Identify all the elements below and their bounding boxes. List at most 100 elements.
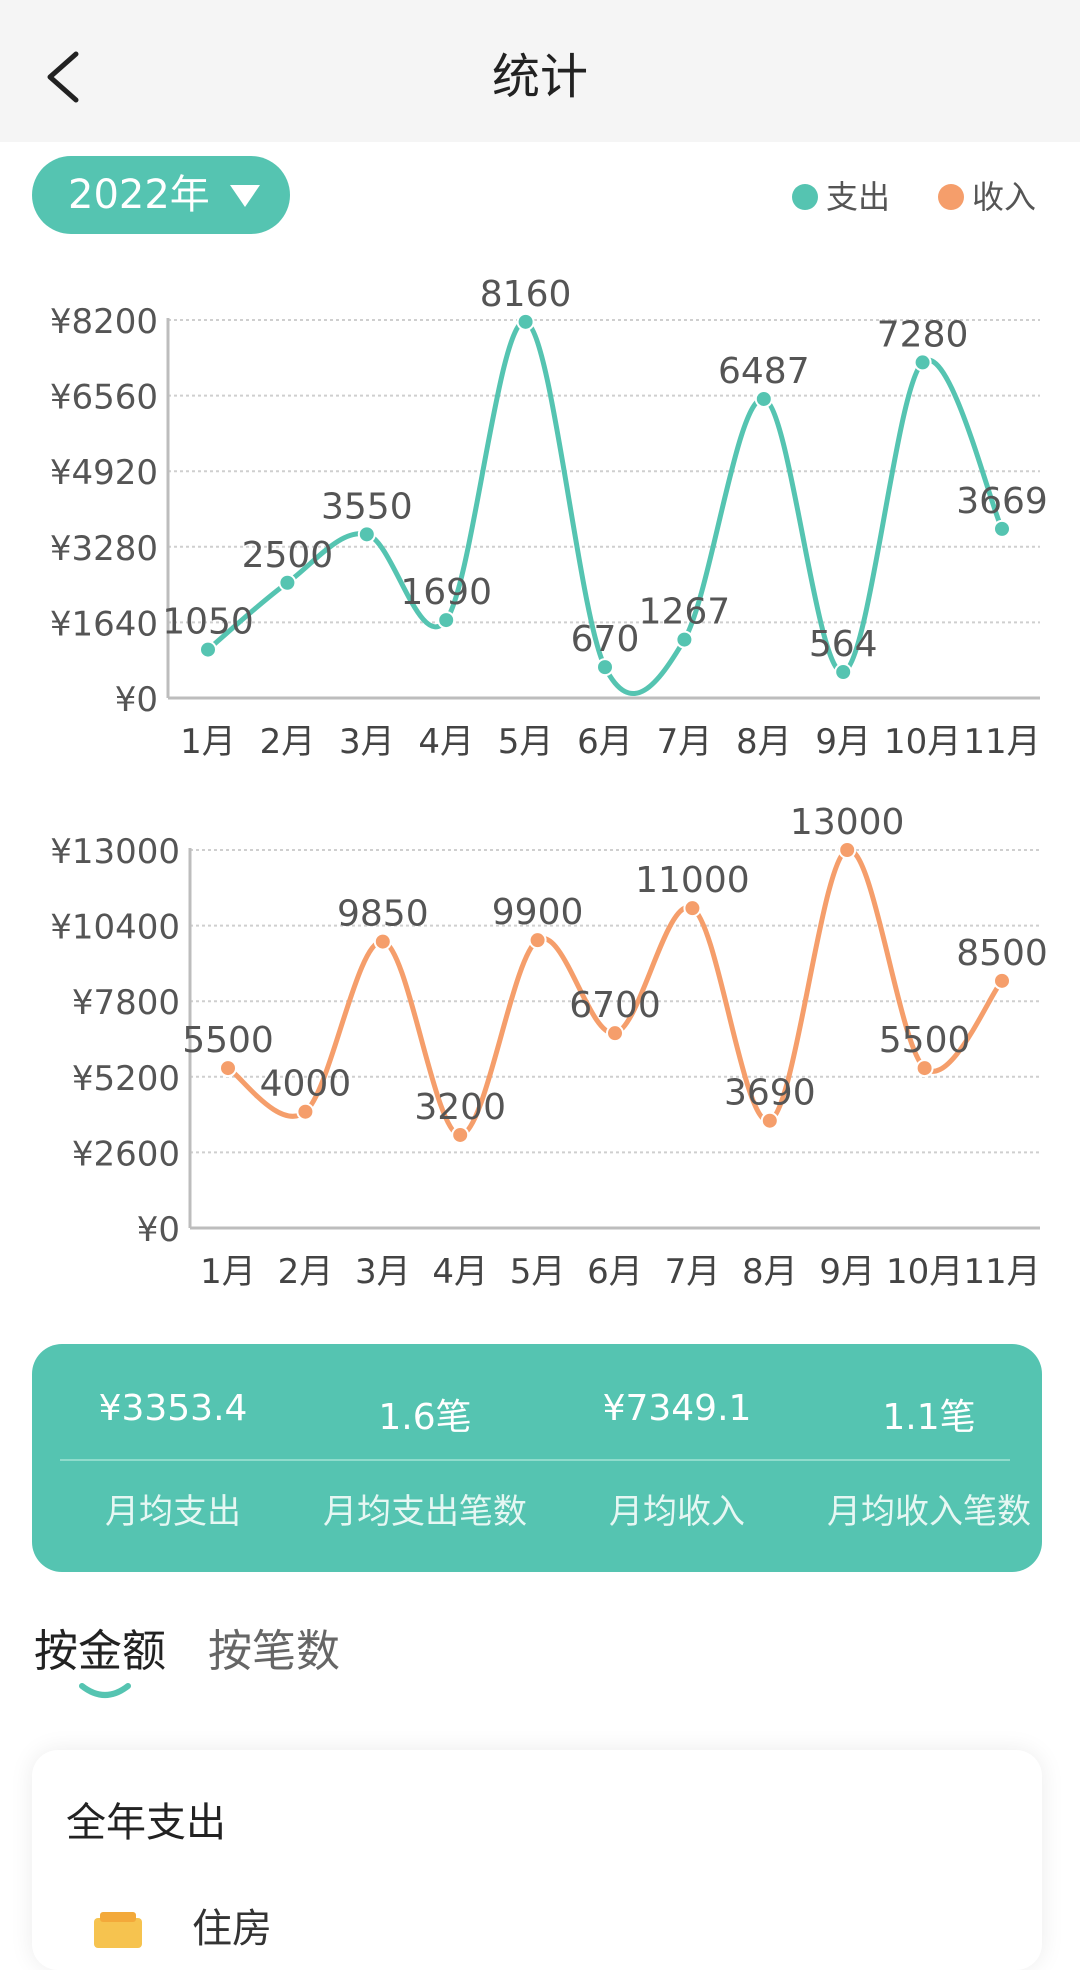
x-tick-label: 4月 <box>432 1252 488 1292</box>
legend-dot-expense <box>792 184 818 210</box>
data-label: 9900 <box>492 892 584 933</box>
x-tick-label: 9月 <box>815 722 871 762</box>
legend-item-expense: 支出 <box>792 172 902 222</box>
x-tick-label: 3月 <box>355 1252 411 1292</box>
avg-expense-value: ¥3353.4 <box>98 1388 248 1429</box>
income-chart-svg: ¥0 ¥2600 ¥5200 ¥7800 ¥10400 ¥13000 1月 2月 3月 4月 5月 6… <box>50 802 1048 1292</box>
data-label: 1690 <box>400 572 492 613</box>
back-button[interactable] <box>38 44 94 110</box>
y-tick-label: ¥10400 <box>50 908 180 948</box>
data-point[interactable] <box>993 971 1011 990</box>
data-point[interactable] <box>993 519 1011 538</box>
x-tick-label: 8月 <box>742 1252 798 1292</box>
data-label: 3690 <box>724 1073 816 1114</box>
x-tick-label: 5月 <box>498 722 554 762</box>
data-label: 6700 <box>569 985 661 1026</box>
data-label: 1267 <box>639 592 731 633</box>
x-tick-label: 7月 <box>665 1252 721 1292</box>
data-label: 3200 <box>414 1087 506 1128</box>
data-point[interactable] <box>675 630 694 649</box>
y-tick-label: ¥13000 <box>50 832 180 872</box>
x-tick-label: 6月 <box>577 722 633 762</box>
x-tick-label: 10月 <box>884 722 961 762</box>
data-point[interactable] <box>760 1111 779 1130</box>
y-tick-label: ¥3280 <box>50 529 158 569</box>
annual-expense-card: 全年支出 住房 <box>32 1750 1042 1970</box>
avg-income-count-label: 月均收入笔数 <box>827 1492 1031 1532</box>
x-tick-label: 10月 <box>886 1252 963 1292</box>
page-title: 统计 <box>491 49 588 105</box>
tab-active-indicator <box>79 1683 131 1698</box>
data-point[interactable] <box>754 389 773 408</box>
y-tick-label: ¥8200 <box>50 302 158 342</box>
x-tick-label: 5月 <box>510 1252 566 1292</box>
year-selector[interactable]: 2022年 <box>32 156 290 234</box>
data-label: 8500 <box>956 933 1048 974</box>
data-point[interactable] <box>296 1102 315 1121</box>
data-point[interactable] <box>373 932 392 951</box>
data-label: 5500 <box>182 1020 274 1061</box>
avg-income-count-value: 1.1笔 <box>882 1397 976 1438</box>
legend-label-income: 收入 <box>972 178 1037 216</box>
data-point[interactable] <box>199 640 217 659</box>
stats-divider <box>60 1459 1010 1461</box>
header: 统计 <box>0 0 1080 142</box>
year-label: 2022年 <box>68 172 210 218</box>
caret-down-icon <box>230 185 260 207</box>
tab-by-amount[interactable]: 按金额 <box>34 1626 166 1677</box>
data-point[interactable] <box>838 841 857 859</box>
avg-expense-label: 月均支出 <box>105 1492 241 1532</box>
data-label: 564 <box>809 624 878 665</box>
data-point[interactable] <box>915 1059 934 1078</box>
y-tick-label: ¥6560 <box>50 378 158 418</box>
y-tick-label: ¥2600 <box>72 1134 180 1174</box>
x-tick-label: 11月 <box>963 1252 1040 1292</box>
tab-by-count[interactable]: 按笔数 <box>208 1626 340 1677</box>
data-label: 670 <box>571 619 640 660</box>
data-label: 6487 <box>718 351 810 392</box>
annual-expense-title: 全年支出 <box>66 1800 226 1846</box>
x-tick-label: 6月 <box>587 1252 643 1292</box>
y-tick-label: ¥0 <box>137 1210 180 1250</box>
data-point[interactable] <box>516 312 535 331</box>
house-icon <box>94 1912 142 1948</box>
data-label: 2500 <box>242 535 334 576</box>
data-point[interactable] <box>683 899 702 918</box>
x-tick-label: 2月 <box>278 1252 334 1292</box>
x-tick-label: 8月 <box>736 722 792 762</box>
data-label: 13000 <box>790 802 905 843</box>
data-point[interactable] <box>357 525 376 544</box>
data-label: 3550 <box>321 486 413 527</box>
income-chart: ¥0 ¥2600 ¥5200 ¥7800 ¥10400 ¥13000 1月 2月 3月 4月 5月 6… <box>0 800 1080 1300</box>
avg-income-value: ¥7349.1 <box>602 1388 752 1429</box>
x-tick-label: 1月 <box>200 1252 256 1292</box>
legend-label-expense: 支出 <box>826 178 891 216</box>
expense-chart-svg: ¥0 ¥1640 ¥3280 ¥4920 ¥6560 ¥8200 1月 2月 3月 4月 5月 6月 7… <box>50 274 1048 762</box>
data-point[interactable] <box>528 931 547 950</box>
data-label: 8160 <box>480 274 572 315</box>
data-label: 3669 <box>956 481 1048 522</box>
y-tick-label: ¥7800 <box>72 983 180 1023</box>
data-point[interactable] <box>913 353 932 372</box>
data-label: 7280 <box>877 314 969 355</box>
data-label: 9850 <box>337 894 429 935</box>
series-line <box>206 319 1005 696</box>
data-point[interactable] <box>278 573 297 592</box>
data-point[interactable] <box>596 658 614 677</box>
legend-item-income: 收入 <box>938 172 1048 222</box>
x-tick-label: 3月 <box>339 722 395 762</box>
data-label: 1050 <box>162 602 254 643</box>
x-tick-label: 2月 <box>260 722 316 762</box>
monthly-average-card: ¥3353.4 1.6笔 ¥7349.1 1.1笔 月均支出 月均支出笔数 月均… <box>32 1344 1042 1572</box>
data-label: 4000 <box>260 1064 352 1105</box>
data-point[interactable] <box>437 611 456 630</box>
data-point[interactable] <box>606 1024 624 1043</box>
x-tick-label: 4月 <box>418 722 474 762</box>
data-point[interactable] <box>451 1125 470 1144</box>
x-tick-label: 9月 <box>819 1252 875 1292</box>
data-point[interactable] <box>219 1059 237 1078</box>
data-point[interactable] <box>834 663 853 682</box>
x-tick-label: 11月 <box>963 722 1040 762</box>
category-name[interactable]: 住房 <box>192 1906 272 1952</box>
data-label: 11000 <box>635 860 750 901</box>
